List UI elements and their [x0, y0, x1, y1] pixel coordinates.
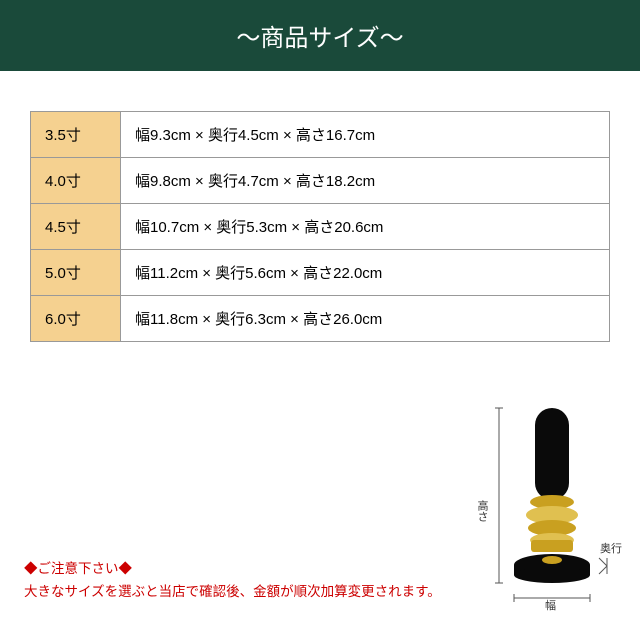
table-row: 4.5寸幅10.7cm × 奥行5.3cm × 高さ20.6cm: [31, 204, 610, 250]
dimensions-cell: 幅9.8cm × 奥行4.7cm × 高さ18.2cm: [121, 158, 610, 204]
size-cell: 5.0寸: [31, 250, 121, 296]
size-table: 3.5寸幅9.3cm × 奥行4.5cm × 高さ16.7cm4.0寸幅9.8c…: [30, 111, 610, 342]
dimensions-cell: 幅10.7cm × 奥行5.3cm × 高さ20.6cm: [121, 204, 610, 250]
notice-line-1: ◆ご注意下さい◆: [24, 558, 441, 581]
table-row: 3.5寸幅9.3cm × 奥行4.5cm × 高さ16.7cm: [31, 112, 610, 158]
width-label: 幅: [545, 599, 556, 612]
size-cell: 6.0寸: [31, 296, 121, 342]
base-ornament: [542, 556, 562, 564]
notice-text: ◆ご注意下さい◆ 大きなサイズを選ぶと当店で確認後、金額が順次加算変更されます。: [24, 558, 441, 604]
size-cell: 4.0寸: [31, 158, 121, 204]
dimensions-cell: 幅11.2cm × 奥行5.6cm × 高さ22.0cm: [121, 250, 610, 296]
dimensions-cell: 幅9.3cm × 奥行4.5cm × 高さ16.7cm: [121, 112, 610, 158]
depth-label: 奥行: [600, 541, 622, 555]
tablet-body-icon: [535, 408, 569, 500]
table-row: 4.0寸幅9.8cm × 奥行4.7cm × 高さ18.2cm: [31, 158, 610, 204]
dimensions-cell: 幅11.8cm × 奥行6.3cm × 高さ26.0cm: [121, 296, 610, 342]
depth-line: [599, 558, 607, 566]
dimension-diagram: 高さ 幅 奥行: [479, 400, 624, 610]
size-cell: 4.5寸: [31, 204, 121, 250]
size-cell: 3.5寸: [31, 112, 121, 158]
table-row: 6.0寸幅11.8cm × 奥行6.3cm × 高さ26.0cm: [31, 296, 610, 342]
pedestal-waist: [531, 540, 573, 552]
page-title: ～商品サイズ～: [0, 0, 640, 71]
height-label: 高さ: [476, 499, 489, 522]
base-bottom: [514, 567, 590, 583]
notice-line-2: 大きなサイズを選ぶと当店で確認後、金額が順次加算変更されます。: [24, 581, 441, 604]
table-row: 5.0寸幅11.2cm × 奥行5.6cm × 高さ22.0cm: [31, 250, 610, 296]
size-table-container: 3.5寸幅9.3cm × 奥行4.5cm × 高さ16.7cm4.0寸幅9.8c…: [0, 71, 640, 342]
